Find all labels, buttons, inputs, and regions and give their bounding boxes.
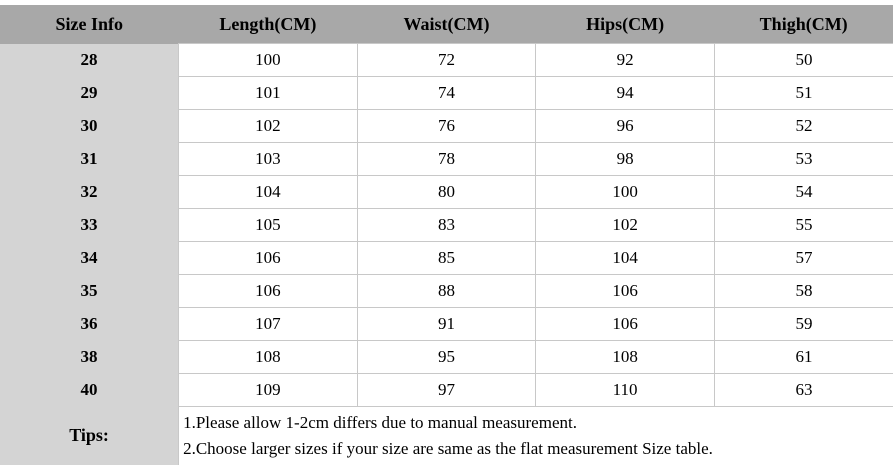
measurement-cell: 85 [356,241,537,275]
measurement-cell: 76 [356,109,537,143]
measurement-cell: 97 [356,373,537,407]
table-row: 33 105 83 102 55 [0,208,893,242]
size-table-body: 28 100 72 92 50 29 101 74 94 51 30 102 76 96 52 31 103 78… [0,43,893,407]
measurement-cell: 50 [713,43,893,77]
measurement-cell: 101 [178,76,358,110]
measurement-cell: 107 [178,307,358,341]
measurement-cell: 106 [535,307,715,341]
measurement-cell: 98 [535,142,715,176]
table-row: 34 106 85 104 57 [0,241,893,275]
tip-line-1: 1.Please allow 1-2cm differs due to manu… [183,412,577,432]
measurement-cell: 108 [535,340,715,374]
measurement-cell: 110 [535,373,715,407]
size-cell: 32 [0,175,179,209]
measurement-cell: 63 [713,373,893,407]
measurement-cell: 103 [178,142,358,176]
measurement-cell: 83 [356,208,537,242]
table-row: 35 106 88 106 58 [0,274,893,308]
measurement-cell: 92 [535,43,715,77]
measurement-cell: 74 [356,76,537,110]
measurement-cell: 96 [535,109,715,143]
size-cell: 29 [0,76,179,110]
table-row: 40 109 97 110 63 [0,373,893,407]
measurement-cell: 52 [713,109,893,143]
size-cell: 30 [0,109,179,143]
table-row: 31 103 78 98 53 [0,142,893,176]
header-hips: Hips(CM) [535,5,715,44]
measurement-cell: 94 [535,76,715,110]
table-row: 36 107 91 106 59 [0,307,893,341]
measurement-cell: 57 [713,241,893,275]
size-cell: 33 [0,208,179,242]
measurement-cell: 102 [535,208,715,242]
measurement-cell: 88 [356,274,537,308]
measurement-cell: 80 [356,175,537,209]
table-row: 30 102 76 96 52 [0,109,893,143]
measurement-cell: 106 [178,274,358,308]
measurement-cell: 78 [356,142,537,176]
tips-label: Tips: [0,406,179,465]
header-thigh: Thigh(CM) [714,5,893,44]
size-cell: 28 [0,43,179,77]
table-row: 28 100 72 92 50 [0,43,893,77]
measurement-cell: 106 [535,274,715,308]
size-cell: 40 [0,373,179,407]
measurement-cell: 91 [356,307,537,341]
measurement-cell: 106 [178,241,358,275]
measurement-cell: 58 [713,274,893,308]
measurement-cell: 109 [178,373,358,407]
header-size-info: Size Info [0,5,179,44]
table-row: 32 104 80 100 54 [0,175,893,209]
size-cell: 34 [0,241,179,275]
size-chart-table: Size Info Length(CM) Waist(CM) Hips(CM) … [0,5,893,465]
size-cell: 36 [0,307,179,341]
measurement-cell: 104 [535,241,715,275]
measurement-cell: 54 [713,175,893,209]
measurement-cell: 100 [535,175,715,209]
measurement-cell: 55 [713,208,893,242]
measurement-cell: 100 [178,43,358,77]
measurement-cell: 104 [178,175,358,209]
size-cell: 38 [0,340,179,374]
measurement-cell: 108 [178,340,358,374]
table-row: 29 101 74 94 51 [0,76,893,110]
tips-row: Tips: 1.Please allow 1-2cm differs due t… [0,406,893,465]
header-waist: Waist(CM) [357,5,536,44]
header-row: Size Info Length(CM) Waist(CM) Hips(CM) … [0,5,893,44]
tip-line-2: 2.Choose larger sizes if your size are s… [183,438,713,458]
measurement-cell: 51 [713,76,893,110]
measurement-cell: 61 [713,340,893,374]
tips-text: 1.Please allow 1-2cm differs due to manu… [178,406,893,465]
measurement-cell: 102 [178,109,358,143]
size-cell: 35 [0,274,179,308]
header-length: Length(CM) [178,5,358,44]
measurement-cell: 53 [713,142,893,176]
measurement-cell: 59 [713,307,893,341]
measurement-cell: 105 [178,208,358,242]
size-cell: 31 [0,142,179,176]
table-row: 38 108 95 108 61 [0,340,893,374]
measurement-cell: 95 [356,340,537,374]
measurement-cell: 72 [356,43,537,77]
